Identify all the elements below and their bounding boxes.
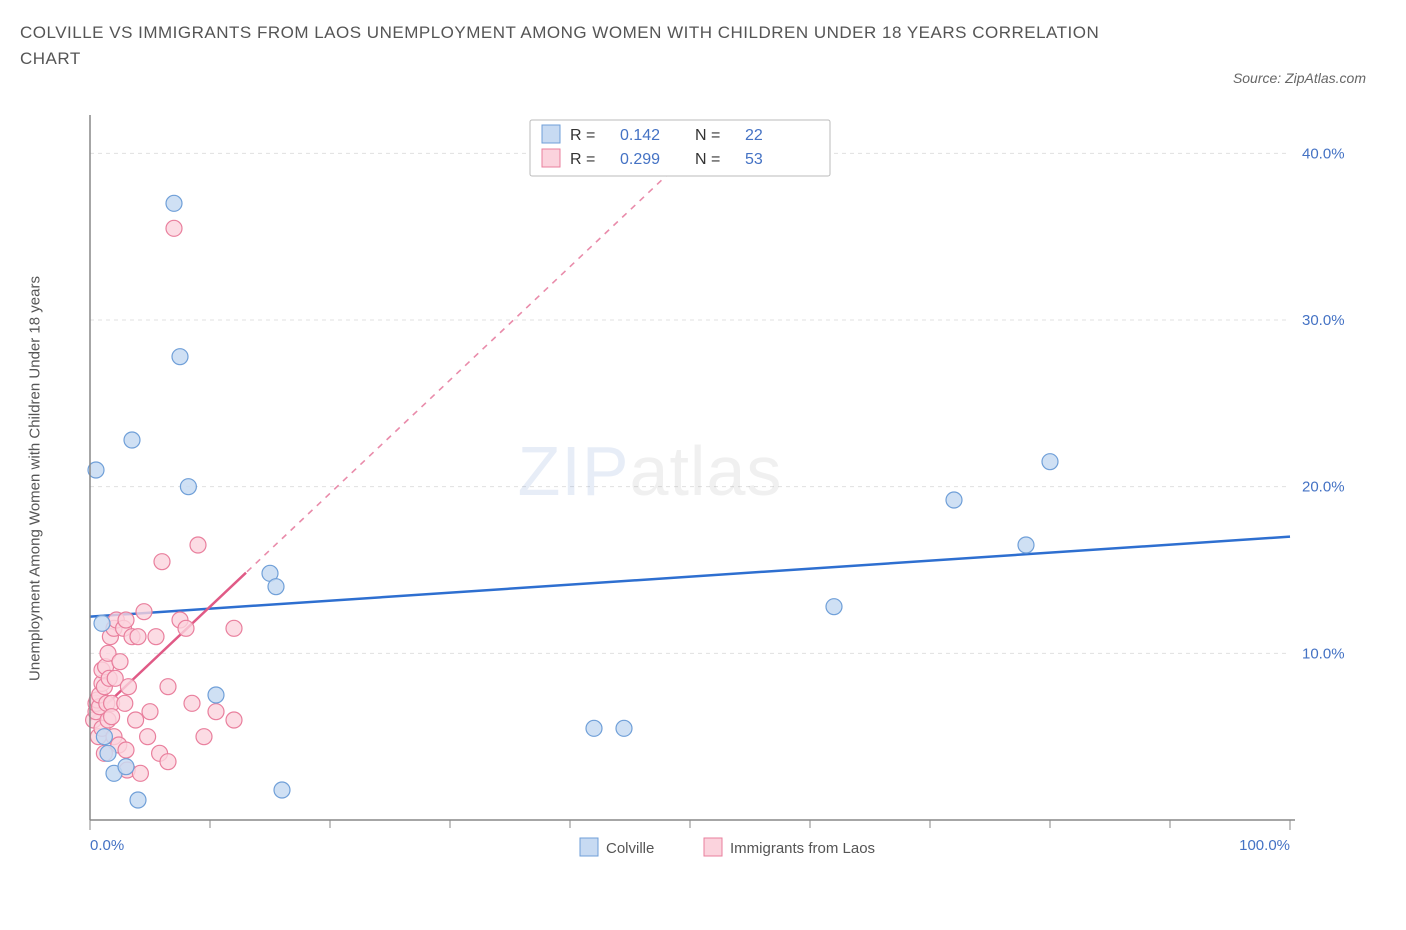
svg-text:0.299: 0.299: [620, 151, 660, 168]
source-credit: Source: ZipAtlas.com: [1233, 70, 1366, 86]
svg-text:100.0%: 100.0%: [1239, 837, 1290, 854]
svg-text:22: 22: [745, 127, 763, 144]
svg-text:40.0%: 40.0%: [1302, 145, 1345, 162]
svg-text:10.0%: 10.0%: [1302, 645, 1345, 662]
svg-text:R =: R =: [570, 151, 595, 168]
svg-text:R =: R =: [570, 127, 595, 144]
svg-text:N =: N =: [695, 151, 720, 168]
svg-text:20.0%: 20.0%: [1302, 479, 1345, 496]
chart-title: COLVILLE VS IMMIGRANTS FROM LAOS UNEMPLO…: [20, 20, 1120, 71]
plot-area: ZIPatlas0.0%100.0%10.0%20.0%30.0%40.0%R …: [80, 110, 1366, 850]
svg-text:Colville: Colville: [606, 840, 654, 857]
svg-text:ZIPatlas: ZIPatlas: [518, 432, 783, 510]
svg-text:Immigrants from Laos: Immigrants from Laos: [730, 840, 875, 857]
svg-text:0.0%: 0.0%: [90, 837, 124, 854]
svg-text:N =: N =: [695, 127, 720, 144]
svg-text:30.0%: 30.0%: [1302, 312, 1345, 329]
scatter-plot-svg: ZIPatlas 0.0% 100.0% 10.0% 20.0% 30.0% 40.0% R …: [80, 110, 1350, 890]
svg-text:53: 53: [745, 151, 763, 168]
chart-container: COLVILLE VS IMMIGRANTS FROM LAOS UNEMPLO…: [20, 20, 1386, 910]
y-axis-label: Unemployment Among Women with Children U…: [27, 276, 44, 681]
svg-text:0.142: 0.142: [620, 127, 660, 144]
